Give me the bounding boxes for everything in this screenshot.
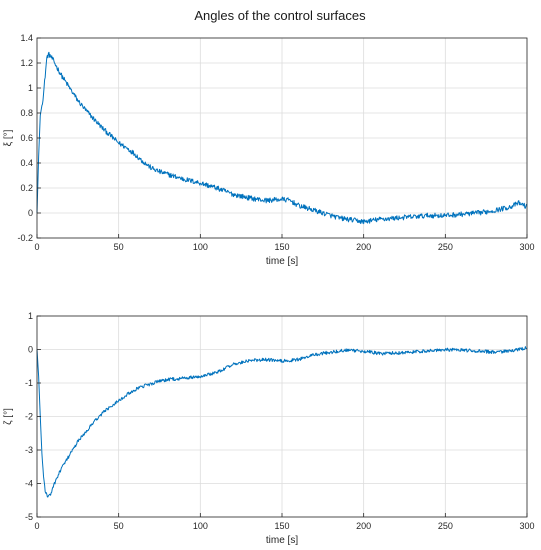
x-tick-label: 300 — [519, 242, 534, 252]
y-tick-label: 1 — [28, 83, 33, 93]
series-line — [36, 346, 528, 498]
x-tick-label: 0 — [34, 521, 39, 531]
y-axis-label: ξ [°] — [3, 129, 14, 146]
x-tick-label: 200 — [356, 242, 371, 252]
y-tick-label: -5 — [25, 512, 33, 522]
x-tick-label: 200 — [356, 521, 371, 531]
series-line — [36, 51, 528, 225]
y-tick-label: -3 — [25, 445, 33, 455]
x-tick-label: 250 — [438, 242, 453, 252]
x-tick-label: 150 — [274, 242, 289, 252]
subplot-rudder-angle: 0 50 100 150 200 250 300 -5 -4 -3 -2 -1 0 1 time [s] ζ … — [3, 311, 535, 546]
y-tick-label: 0.8 — [20, 108, 33, 118]
y-tick-label: 1.2 — [20, 58, 33, 68]
y-tick-label: 0.4 — [20, 158, 33, 168]
x-tick-label: 250 — [438, 521, 453, 531]
y-tick-label: 1.4 — [20, 33, 33, 43]
x-tick-label: 100 — [193, 521, 208, 531]
x-axis-label: time [s] — [266, 535, 298, 546]
x-tick-label: 300 — [519, 521, 534, 531]
y-tick-label: 0.6 — [20, 133, 33, 143]
y-tick-label: 1 — [28, 311, 33, 321]
x-axis-label: time [s] — [266, 256, 298, 267]
y-tick-label: 0 — [28, 208, 33, 218]
figure-title: Angles of the control surfaces — [194, 8, 366, 23]
y-tick-label: -4 — [25, 479, 33, 489]
x-tick-label: 0 — [34, 242, 39, 252]
x-tick-label: 50 — [114, 521, 124, 531]
subplot-aileron-angle: 0 50 100 150 200 250 300-0.200.20.40.60.811.21… — [3, 33, 535, 267]
x-tick-label: 150 — [274, 521, 289, 531]
y-axis-label: ζ [°] — [3, 408, 14, 425]
y-tick-label: 0.2 — [20, 183, 33, 193]
y-tick-label: -0.2 — [17, 233, 33, 243]
y-tick-label: -1 — [25, 378, 33, 388]
x-tick-label: 50 — [114, 242, 124, 252]
y-tick-label: -2 — [25, 412, 33, 422]
x-tick-label: 100 — [193, 242, 208, 252]
y-tick-label: 0 — [28, 345, 33, 355]
